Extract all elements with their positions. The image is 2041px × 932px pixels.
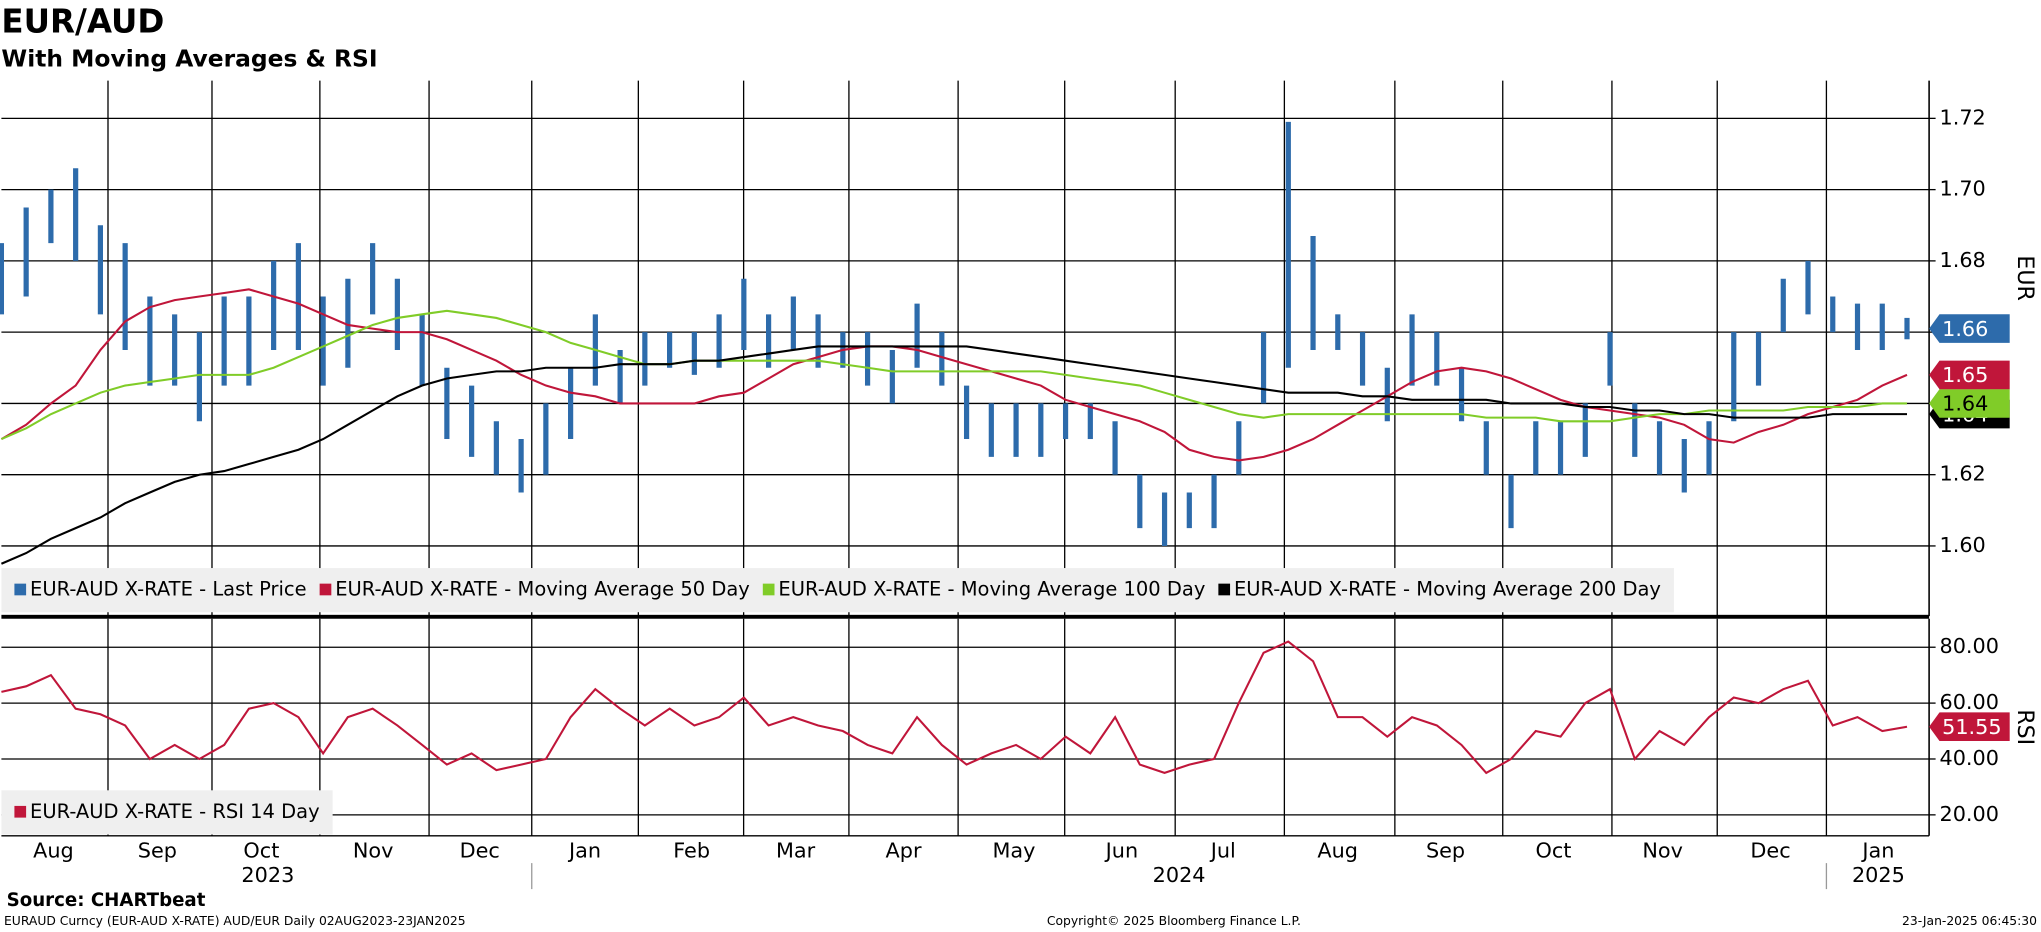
value-tag-label: 1.65 <box>1942 363 1988 387</box>
x-tick-label: Oct <box>243 838 279 862</box>
x-tick-label: Aug <box>33 838 74 862</box>
legend-label: EUR-AUD X-RATE - Last Price <box>30 578 307 601</box>
value-tag <box>1929 389 2010 418</box>
legend-label: EUR-AUD X-RATE - RSI 14 Day <box>30 800 320 823</box>
footer-center: Copyright© 2025 Bloomberg Finance L.P. <box>1047 914 1301 928</box>
x-tick-label: Jan <box>567 838 601 862</box>
legend-swatch <box>319 583 332 596</box>
x-tick-label: Sep <box>1426 838 1465 862</box>
panel-separator <box>1 614 1930 619</box>
legend-swatch <box>14 805 27 818</box>
series-line <box>1 640 1908 775</box>
legend-background <box>1 568 1674 613</box>
footer-right: 23-Jan-2025 06:45:30 <box>1902 914 2037 928</box>
legend-swatch <box>762 583 775 596</box>
x-year-label: 2023 <box>241 863 294 887</box>
x-tick-label: Aug <box>1317 838 1358 862</box>
legend-background <box>1 790 333 835</box>
x-tick-label: Jul <box>1209 838 1236 862</box>
y-tick-label: 1.60 <box>1940 533 1986 557</box>
x-tick-label: Dec <box>1750 838 1790 862</box>
y-axis-title: RSI <box>2012 709 2038 745</box>
chart-subtitle: With Moving Averages & RSI <box>1 44 377 72</box>
value-tag-label: 1.64 <box>1942 392 1988 416</box>
legend-label: EUR-AUD X-RATE - Moving Average 100 Day <box>778 578 1205 601</box>
x-tick-label: Oct <box>1535 838 1571 862</box>
x-tick-label: Apr <box>886 838 922 862</box>
footer-left: EURAUD Curncy (EUR-AUD X-RATE) AUD/EUR D… <box>4 914 466 928</box>
y-tick-label: 60.00 <box>1940 690 2000 714</box>
x-tick-label: Nov <box>1642 838 1683 862</box>
value-tag <box>1929 712 2010 742</box>
x-tick-label: May <box>993 838 1036 862</box>
legend-swatch <box>1218 583 1231 596</box>
y-axis-title: EUR <box>2012 255 2038 300</box>
legend-label: EUR-AUD X-RATE - Moving Average 200 Day <box>1234 578 1661 601</box>
value-tag-label: 1.66 <box>1942 317 1988 341</box>
source: Source: CHARTbeat <box>7 890 206 911</box>
x-tick-label: Dec <box>460 838 500 862</box>
x-tick-label: Nov <box>353 838 394 862</box>
series-line <box>0 309 1908 441</box>
x-tick-label: Jun <box>1104 838 1138 862</box>
value-tag <box>1929 314 2010 343</box>
x-tick-label: Jan <box>1860 838 1894 862</box>
y-tick-label: 20.00 <box>1940 802 2000 826</box>
series-line <box>0 345 1908 565</box>
legend-swatch <box>14 583 27 596</box>
y-tick-label: 80.00 <box>1940 634 2000 658</box>
value-tag <box>1929 360 2010 390</box>
y-tick-label: 40.00 <box>1940 746 2000 770</box>
y-tick-label: 1.62 <box>1940 462 1986 486</box>
x-tick-label: Sep <box>138 838 177 862</box>
value-tag-label: 51.55 <box>1942 715 2002 739</box>
y-tick-label: 1.68 <box>1940 248 1986 272</box>
x-year-label: 2024 <box>1153 863 1206 887</box>
y-tick-label: 1.72 <box>1940 105 1986 129</box>
y-tick-label: 1.70 <box>1940 177 1986 201</box>
legend-label: EUR-AUD X-RATE - Moving Average 50 Day <box>335 578 750 601</box>
chart-title: EUR/AUD <box>1 2 164 40</box>
x-tick-label: Mar <box>776 838 816 862</box>
x-tick-label: Feb <box>673 838 710 862</box>
x-year-label: 2025 <box>1852 863 1905 887</box>
